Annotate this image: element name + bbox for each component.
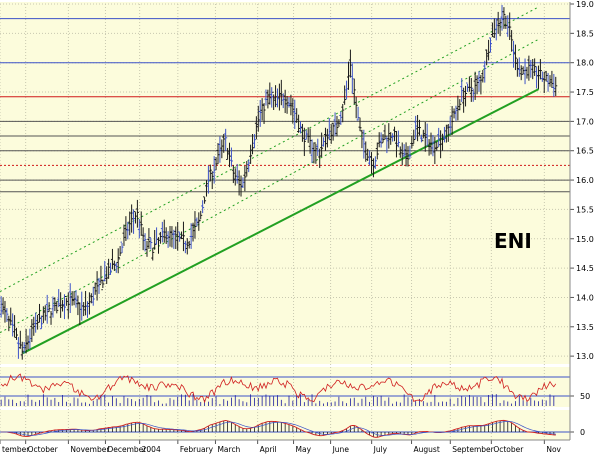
y-tick-label: 13.5 (576, 323, 594, 332)
macd-signal-line (1, 421, 556, 436)
macd-tick-label: 0 (580, 428, 585, 437)
month-label: October (493, 445, 524, 454)
y-tick-label: 13.0 (576, 352, 594, 361)
month-label: July (373, 445, 388, 454)
y-axis: 13.0 13.5 14.0 14.5 15.0 15.5 16.0 16.5 17.0 17.5… (570, 0, 594, 361)
y-tick-label: 14.5 (576, 264, 594, 273)
y-tick-label: 16.0 (576, 176, 594, 185)
y-tick-label: 17.5 (576, 88, 594, 97)
month-label: March (217, 445, 240, 454)
price-bars (0, 4, 558, 360)
month-label: February (180, 445, 214, 454)
y-tick-label: 18.5 (576, 29, 594, 38)
month-label: tember (2, 445, 30, 454)
month-label: October (28, 445, 59, 454)
y-tick-label: 17.0 (576, 117, 594, 126)
y-tick-label: 15.5 (576, 205, 594, 214)
month-label: Nov (546, 445, 561, 454)
month-label: September (452, 445, 494, 454)
trendline (0, 38, 539, 334)
indicator-panel-2: 0 (0, 419, 585, 438)
oscillator-line (0, 373, 557, 404)
month-label: November (70, 445, 110, 454)
trendline (0, 6, 539, 293)
month-label: May (296, 445, 312, 454)
osc-tick-label: 50 (580, 392, 590, 401)
trendline (22, 88, 540, 355)
y-tick-label: 15.0 (576, 235, 594, 244)
y-tick-label: 18.0 (576, 59, 594, 68)
month-label: August (414, 445, 440, 454)
y-tick-label: 14.0 (576, 293, 594, 302)
month-label: December (107, 445, 147, 454)
chart-title: ENI (494, 229, 532, 253)
trendlines (0, 6, 540, 355)
y-tick-label: 19.0 (576, 0, 594, 9)
month-label: June (332, 445, 350, 454)
month-label: 2004 (142, 445, 161, 454)
month-label: April (260, 445, 277, 454)
indicator-panel-1: 50 (0, 373, 590, 406)
y-tick-label: 16.5 (576, 147, 594, 156)
